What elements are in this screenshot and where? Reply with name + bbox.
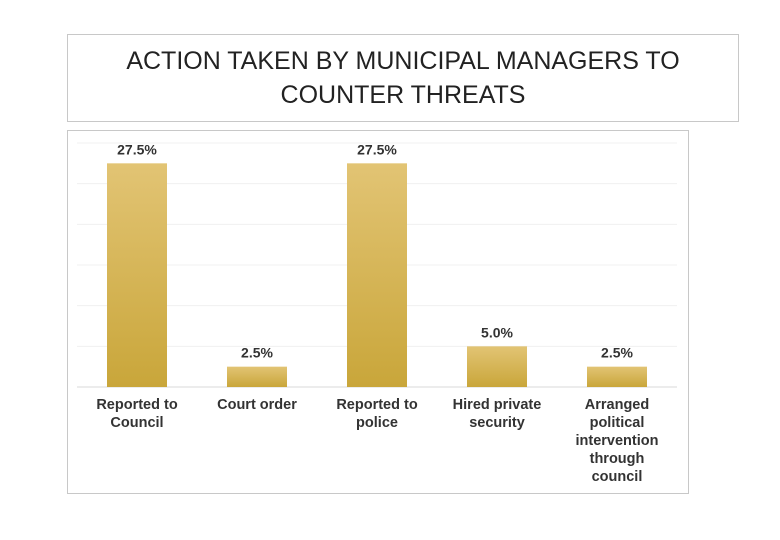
- value-label: 27.5%: [357, 141, 397, 157]
- x-tick-label: Reported to Council: [96, 397, 178, 431]
- bar: [227, 366, 287, 387]
- bar: [107, 163, 167, 387]
- bar: [347, 163, 407, 387]
- bar: [467, 346, 527, 387]
- bar: [587, 366, 647, 387]
- chart-box: [67, 130, 689, 494]
- title-box: ACTION TAKEN BY MUNICIPAL MANAGERS TO CO…: [67, 34, 739, 122]
- x-tick-label: Reported to police: [336, 397, 418, 431]
- value-label: 27.5%: [117, 141, 157, 157]
- chart-title: ACTION TAKEN BY MUNICIPAL MANAGERS TO CO…: [126, 47, 680, 109]
- x-tick-label: Hired private security: [452, 397, 542, 431]
- value-label: 2.5%: [601, 345, 633, 361]
- x-tick-label: Arranged political intervention through …: [575, 397, 659, 485]
- value-label: 2.5%: [241, 345, 273, 361]
- x-tick-label: Court order: [217, 397, 297, 413]
- value-label: 5.0%: [481, 324, 513, 340]
